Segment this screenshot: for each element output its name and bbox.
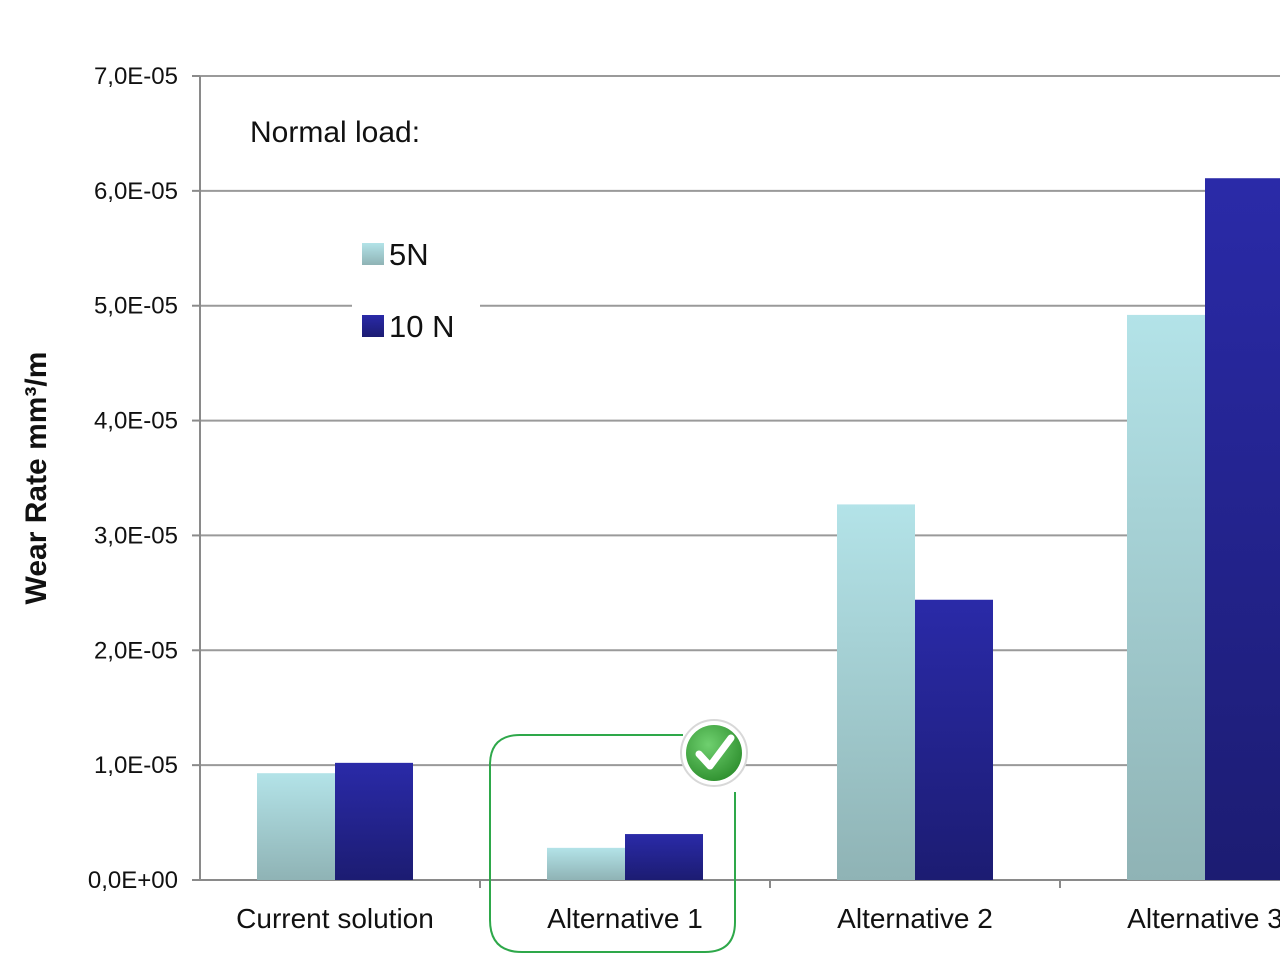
bar-5n — [257, 773, 335, 880]
bars — [257, 178, 1280, 881]
legend-label-5n: 5N — [389, 237, 429, 272]
gridlines — [200, 75, 1280, 767]
legend-label-10n: 10 N — [389, 309, 454, 344]
check-badge-icon — [680, 719, 748, 787]
y-tick-label: 2,0E-05 — [94, 637, 178, 664]
bar-5n — [1127, 314, 1205, 881]
bar-5n — [837, 504, 915, 880]
bar-10n — [1205, 178, 1280, 881]
category-labels: Current solution Alternative 1 Alternative… — [236, 903, 1280, 934]
x-category-label: Alternative 1 — [547, 903, 703, 934]
bar-10n — [915, 599, 993, 880]
legend-swatch-10n — [362, 315, 384, 337]
y-tick-label: 6,0E-05 — [94, 178, 178, 205]
x-category-label: Current solution — [236, 903, 434, 934]
highlight-box — [489, 734, 736, 953]
bar-10n — [625, 834, 703, 880]
y-tick-label: 3,0E-05 — [94, 522, 178, 549]
y-axis-label: Wear Rate mm³/m — [20, 352, 53, 605]
legend-swatch-5n — [362, 243, 384, 265]
legend: Normal load: 5N 10 N — [250, 116, 480, 350]
x-category-label: Alternative 3 — [1127, 903, 1280, 934]
x-category-label: Alternative 2 — [837, 903, 993, 934]
legend-title: Normal load: — [250, 116, 420, 149]
y-tick-label: 7,0E-05 — [94, 63, 178, 90]
bar-5n — [547, 847, 625, 880]
bar-10n — [335, 762, 413, 880]
y-tick-labels: 0,0E+00 1,0E-05 2,0E-05 3,0E-05 4,0E-05 5,0E-… — [88, 63, 178, 894]
y-tick-label: 4,0E-05 — [94, 408, 178, 435]
y-tick-label: 0,0E+00 — [88, 867, 178, 894]
y-tick-label: 1,0E-05 — [94, 752, 178, 779]
y-tick-label: 5,0E-05 — [94, 293, 178, 320]
